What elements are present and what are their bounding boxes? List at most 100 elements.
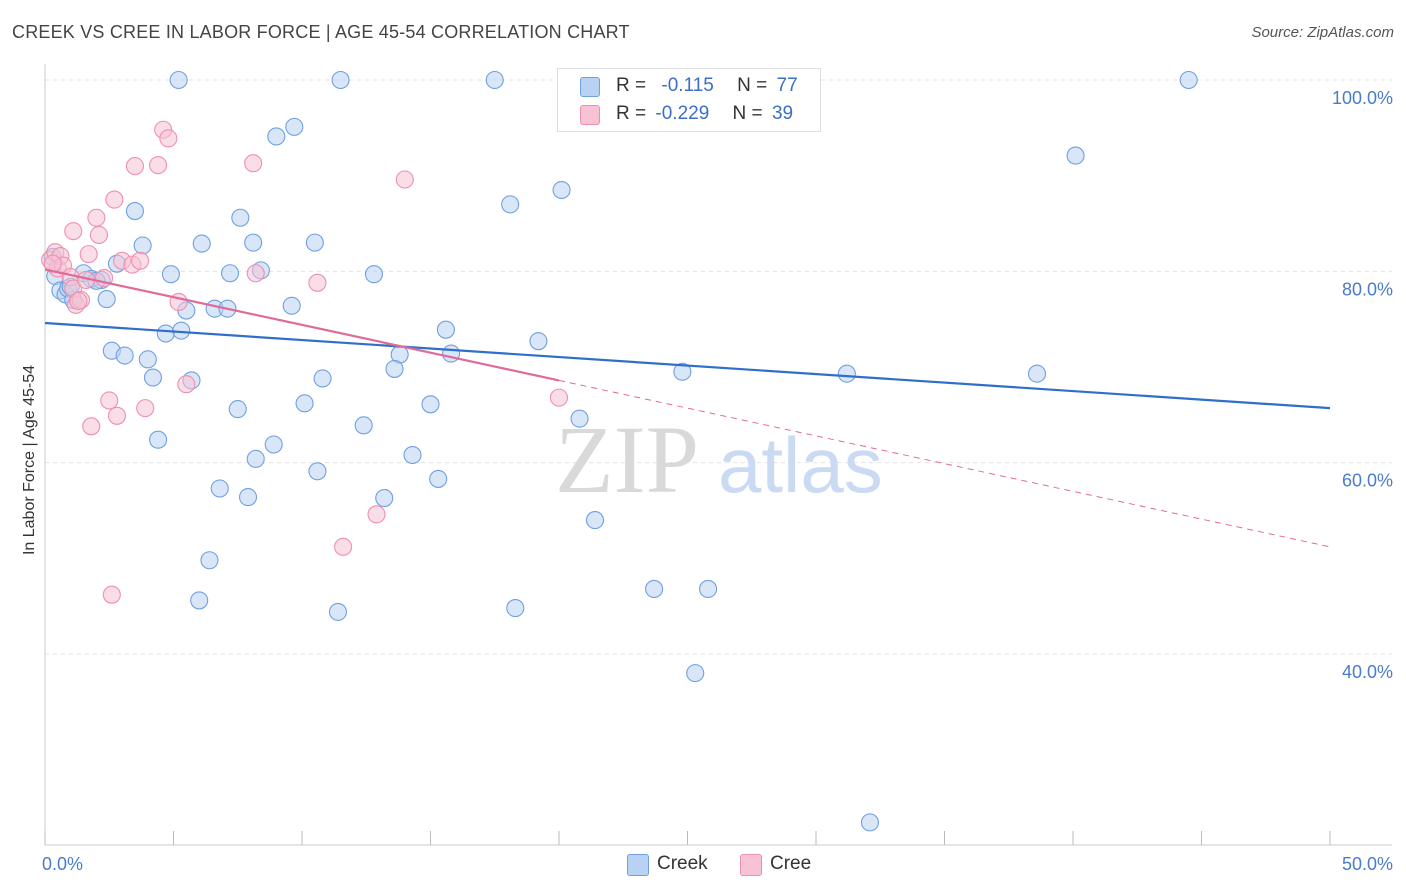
series-legend-cree-swatch [740,854,762,876]
creek-point-26 [200,551,219,570]
legend-creek-n-label: N = [737,75,768,96]
creek-point-71 [860,813,880,832]
creek-point-65 [645,579,664,598]
legend-text-cree: R = -0.229 N = 39 [616,103,793,125]
legend-creek-r-label: R = [616,75,647,96]
creek-point-55 [436,320,455,339]
creek-point-63 [585,511,605,530]
creek-point-57 [485,70,504,90]
creek-point-44 [313,369,332,388]
cree-point-7 [64,222,83,241]
cree-point-38 [69,291,88,311]
cree-trend-line [44,268,560,382]
chart-title: CREEK VS CREE IN LABOR FORCE | AGE 45-54… [12,22,630,42]
creek-point-39 [282,296,301,315]
creek-point-18 [156,324,175,343]
creek-point-61 [552,180,571,200]
y-tick-label-60: 60.0% [1342,471,1393,491]
creek-point-28 [210,479,229,498]
series-legend: Creek Cree [0,852,1406,878]
watermark: ZIP atlas [555,406,883,513]
cree-point-12 [82,417,101,436]
series-cree-points [41,120,569,604]
creek-point-74 [1179,70,1198,90]
creek-point-58 [501,195,520,214]
creek-point-33 [238,488,258,507]
creek-point-25 [192,234,211,253]
creek-point-24 [190,591,209,610]
series-legend-creek-label: Creek [657,853,708,874]
cree-point-23 [131,251,150,270]
creek-point-67 [673,362,692,381]
legend-text-creek: R = -0.115 N = 77 [616,75,798,97]
cree-point-18 [105,190,124,209]
creek-point-53 [421,395,440,414]
creek-point-52 [403,445,422,465]
creek-point-34 [244,233,263,252]
legend-cree-n-value: 39 [771,103,794,124]
cree-point-24 [136,399,155,418]
creek-point-48 [364,265,384,284]
legend-cree-r-label: R = [616,103,647,124]
creek-point-70 [837,364,856,383]
cree-point-29 [177,375,196,394]
creek-point-60 [529,332,548,351]
source-label: Source: ZipAtlas.com [1251,24,1394,41]
creek-point-69 [699,579,718,598]
creek-point-14 [133,236,152,255]
tick-labels: 40.0% 60.0% 80.0% 100.0% 0.0% 50.0% [42,88,1393,874]
cree-point-14 [89,225,109,245]
cree-point-34 [367,505,386,524]
creek-point-43 [308,462,327,481]
creek-point-31 [228,400,247,419]
cree-point-35 [395,170,414,189]
creek-point-54 [429,469,448,488]
creek-point-13 [125,202,144,221]
cree-point-22 [125,157,144,176]
creek-trend-line [44,321,1331,410]
creek-point-46 [331,70,350,90]
y-tick-label-80: 80.0% [1342,279,1393,299]
creek-point-59 [506,599,525,618]
legend-creek-n-value: 77 [776,75,798,96]
legend-creek-r-value: -0.115 [661,75,714,96]
creek-point-16 [143,368,162,387]
creek-point-38 [267,127,286,146]
creek-point-73 [1066,146,1085,165]
creek-point-15 [138,350,157,369]
watermark-atlas: atlas [718,421,883,509]
creek-point-32 [231,208,250,227]
creek-point-56 [442,344,461,363]
creek-point-20 [169,70,188,90]
cree-point-16 [100,391,119,410]
legend-cree-r-value: -0.229 [655,103,710,124]
creek-point-51 [385,359,404,378]
x-tick-label-0: 0.0% [42,854,83,874]
legend-swatch-cree [580,105,600,125]
legend-cree-n-label: N = [732,103,763,124]
creek-point-35 [246,449,265,468]
cree-point-30 [244,154,263,173]
cree-point-13 [87,208,106,227]
series-legend-creek-swatch [627,854,649,876]
cree-point-36 [549,388,569,407]
legend-swatch-creek [580,77,600,97]
creek-point-41 [295,394,314,413]
trend-lines [44,268,1331,548]
series-legend-cree-label: Cree [770,853,812,874]
creek-point-62 [570,409,589,428]
cree-point-25 [149,156,168,175]
creek-point-17 [149,430,168,449]
cree-point-11 [79,245,98,264]
y-tick-label-40: 40.0% [1342,662,1393,682]
cree-point-17 [102,585,121,604]
cree-point-19 [107,406,127,425]
creek-point-37 [264,435,283,454]
axes [44,64,1392,846]
correlation-legend: R = -0.115 N = 77 R = -0.229 N = 39 [557,68,821,132]
creek-point-9 [97,290,116,309]
creek-point-12 [115,346,134,365]
creek-point-72 [1027,364,1047,383]
creek-point-42 [305,233,324,252]
